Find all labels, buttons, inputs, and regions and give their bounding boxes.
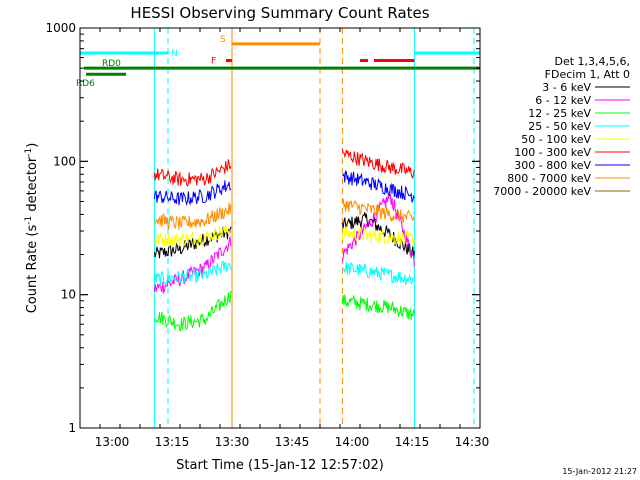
x-tick-label: 14:15 [395,435,430,449]
status-bar-label-n: N [171,49,178,59]
series-line-12-25-kev [154,290,232,332]
legend-entry-label: 25 - 50 keV [528,120,591,133]
y-axis: 1 10 100 1000 [45,21,480,435]
x-tick-label: 13:15 [155,435,190,449]
y-axis-label-end: ) [25,143,40,148]
x-axis-label: Start Time (15-Jan-12 12:57:02) [176,458,384,473]
series-line-25-50-kev [341,261,415,285]
legend-entry-label: 12 - 25 keV [528,107,591,120]
x-tick-label: 14:30 [455,435,490,449]
x-tick-label: 14:00 [335,435,370,449]
y-axis-label-mid: detector [25,156,40,216]
y-tick-label: 10 [61,288,76,302]
series-line-3-6-kev [153,226,232,259]
series-line-50-100-kev [341,226,415,246]
series-line-800-7000-kev [153,202,232,231]
date-stamp: 15-Jan-2012 21:27 [562,467,637,476]
y-axis-label-sup2: -1 [24,148,34,157]
chart-title: HESSI Observing Summary Count Rates [130,4,429,22]
status-bar-label-rd0: RD0 [102,59,121,69]
series-line-12-25-kev [341,294,415,320]
legend-header-line-1: Det 1,3,4,5,6, [554,55,630,68]
x-tick-label: 13:45 [275,435,310,449]
series-line-100-300-kev [341,148,415,179]
series-line-300-800-kev [153,180,232,207]
x-axis: 13:00 13:15 13:30 13:45 14:00 14:15 14:30 [79,28,490,449]
y-tick-label: 1000 [45,21,76,35]
legend: Det 1,3,4,5,6, FDecim 1, Att 0 3 - 6 keV… [493,55,630,198]
plot-data-layer: N S F RD0 RD6 [76,28,480,428]
y-axis-label-main: Count Rate (s [25,225,40,314]
legend-entry-label: 300 - 800 keV [514,159,591,172]
series-line-50-100-kev [154,224,232,247]
series-line-300-800-kev [342,170,415,203]
series-line-800-7000-kev [341,198,415,224]
series-line-3-6-kev [341,211,415,258]
legend-entry-label: 6 - 12 keV [535,94,591,107]
y-axis-label: Count Rate (s-1 detector-1) [24,143,40,314]
legend-entry-label: 3 - 6 keV [542,81,591,94]
x-tick-label: 13:30 [215,435,250,449]
y-tick-label: 1 [68,421,76,435]
legend-entry-label: 7000 - 20000 keV [493,185,591,198]
legend-header-line-2: FDecim 1, Att 0 [545,68,630,81]
x-tick-label: 13:00 [95,435,130,449]
status-bar-label-s: S [220,35,226,45]
status-bar-label-f: F [211,57,216,67]
legend-entry-label: 50 - 100 keV [521,133,591,146]
y-tick-label: 100 [53,154,76,168]
series-line-25-50-kev [153,260,232,286]
status-bar-label-rd6: RD6 [76,79,95,89]
legend-entry-label: 100 - 300 keV [514,146,591,159]
legend-entry-label: 800 - 7000 keV [507,172,591,185]
series-line-100-300-kev [153,159,232,188]
y-axis-label-sup1: -1 [24,216,34,225]
